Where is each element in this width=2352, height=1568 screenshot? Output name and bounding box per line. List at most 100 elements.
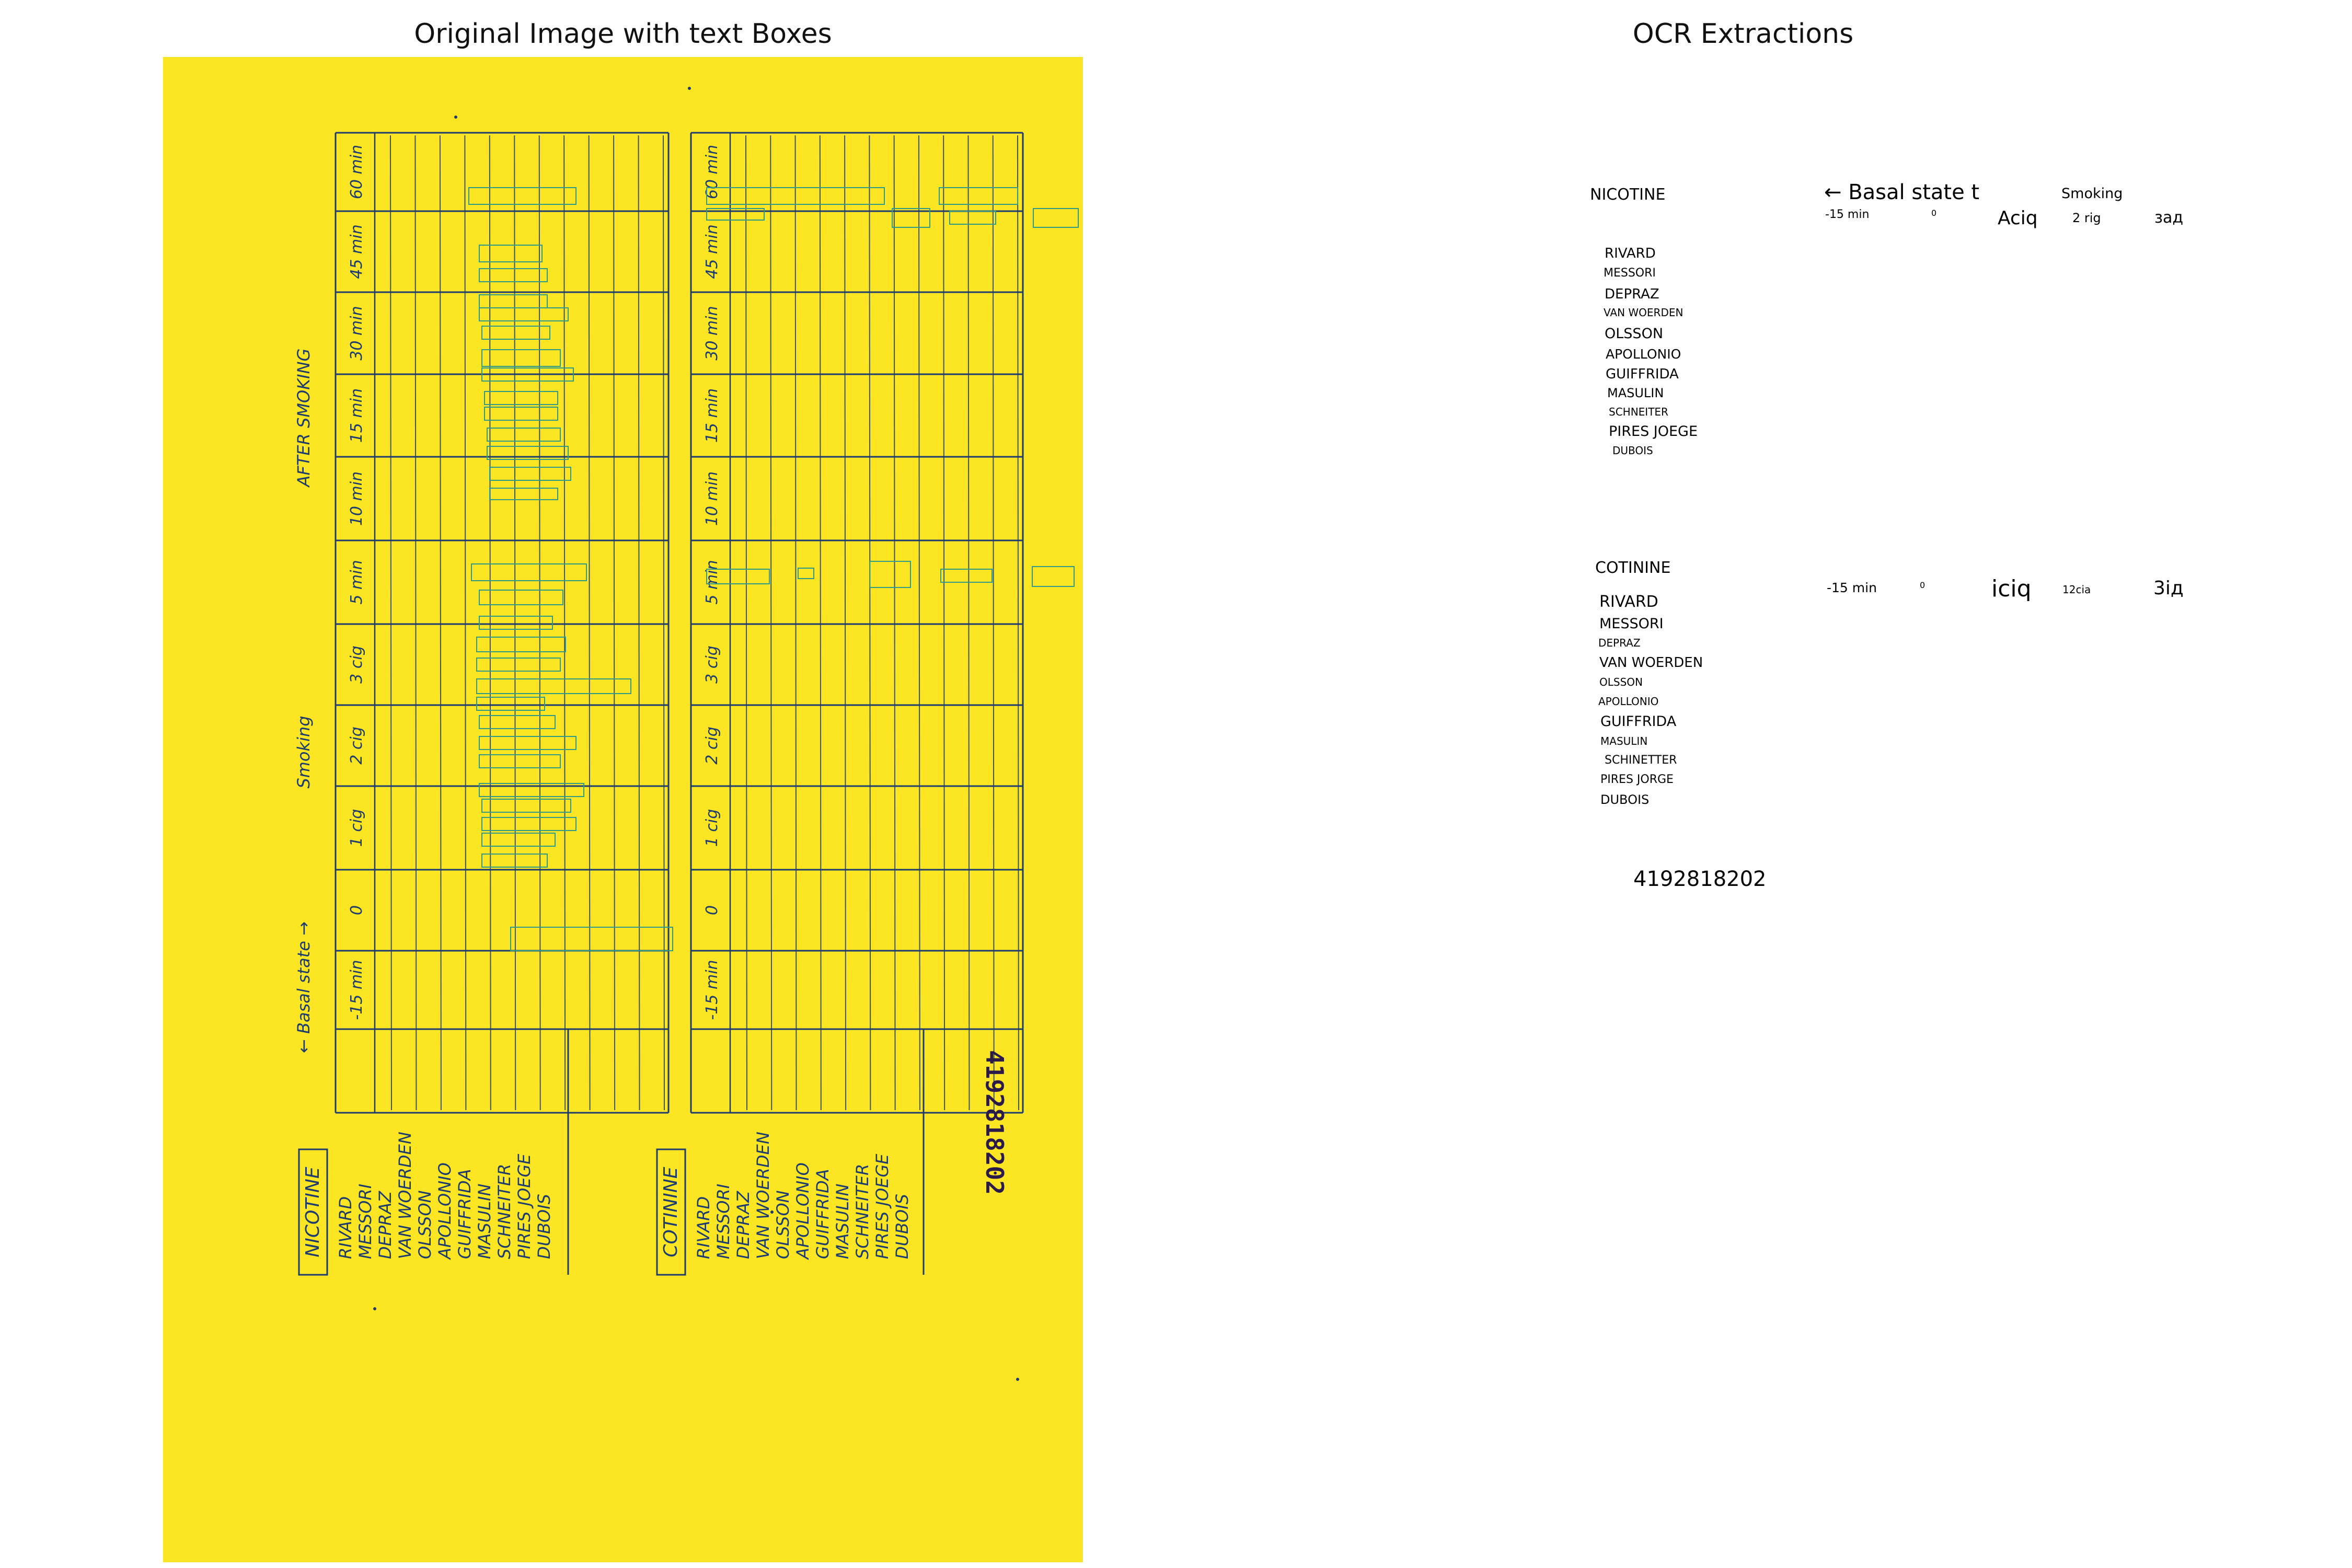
scan-speck xyxy=(688,87,691,90)
ocr-cotinine-name: SCHINETTER xyxy=(1605,754,1677,767)
ocr-cotinine-name: DEPRAZ xyxy=(1598,637,1641,649)
nicotine-subject-name: SCHNEITER xyxy=(494,1164,514,1259)
ocr-cotinine-name: RIVARD xyxy=(1599,593,1658,611)
ocr-nicotine-col-zad: зад xyxy=(2154,209,2184,227)
ocr-detection-box xyxy=(484,407,558,421)
nicotine-grid-column-line-9 xyxy=(613,135,616,1111)
ocr-detection-box xyxy=(489,467,571,481)
ocr-cotinine-name: APOLLONIO xyxy=(1598,695,1659,708)
nicotine-grid-column-line-6 xyxy=(538,135,541,1111)
ocr-cotinine-title: COTININE xyxy=(1595,559,1671,577)
nicotine-grid-column-line-5 xyxy=(514,135,516,1111)
cotinine-subject-name: MESSORI xyxy=(713,1184,733,1259)
ocr-detection-box xyxy=(476,697,545,711)
ocr-cotinine-name: MASULIN xyxy=(1600,735,1648,747)
nicotine-column-header: 60 min xyxy=(348,145,366,199)
ocr-detection-box xyxy=(510,927,673,951)
ocr-detection-box xyxy=(481,854,548,868)
nicotine-label-box xyxy=(298,1148,328,1276)
cotinine-grid-column-line-7 xyxy=(918,135,920,1111)
ocr-nicotine-col-zero: 0 xyxy=(1931,208,1937,218)
ocr-basal-state-header: ← Basal state t xyxy=(1824,180,1980,204)
right-panel-title: OCR Extractions xyxy=(1632,18,1854,50)
nicotine-column-header: 5 min xyxy=(348,560,366,604)
cotinine-column-header: 45 min xyxy=(703,224,721,279)
ocr-detection-box xyxy=(476,658,561,672)
nicotine-grid-column-line-11 xyxy=(663,135,665,1111)
ocr-detection-box xyxy=(1032,566,1075,587)
ocr-detection-box xyxy=(481,367,574,382)
nicotine-grid-column-line-2 xyxy=(439,135,442,1111)
cotinine-column-header: 0 xyxy=(703,905,721,915)
ocr-detection-box xyxy=(481,349,561,367)
cotinine-column-header: 10 min xyxy=(703,471,721,526)
cotinine-subject-name: SCHNEITER xyxy=(852,1164,872,1259)
cotinine-label-box xyxy=(656,1148,686,1276)
ocr-detection-box xyxy=(476,637,566,652)
nicotine-grid-column-line-4 xyxy=(489,135,491,1111)
ocr-smoking-header: Smoking xyxy=(2061,186,2123,202)
cotinine-grid-column-line-2 xyxy=(794,135,797,1111)
nicotine-subject-name: DUBOIS xyxy=(534,1194,554,1259)
nicotine-subject-name: DEPRAZ xyxy=(375,1191,395,1259)
cotinine-subject-name: DUBOIS xyxy=(892,1194,912,1259)
nicotine-subject-name: VAN WOERDEN xyxy=(395,1132,415,1259)
ocr-detection-box xyxy=(940,569,993,583)
scan-speck xyxy=(454,116,457,119)
nicotine-subject-name: PIRES JOEGE xyxy=(514,1154,534,1259)
cotinine-subject-name: DEPRAZ xyxy=(733,1191,753,1259)
ocr-detection-box xyxy=(479,783,584,797)
ocr-detection-box xyxy=(479,590,563,605)
ocr-document-number: 4192818202 xyxy=(1633,867,1767,891)
nicotine-subject-name: APOLLONIO xyxy=(435,1162,455,1260)
nicotine-column-header: 30 min xyxy=(348,306,366,360)
ocr-detection-box xyxy=(479,754,561,768)
cotinine-subject-name: VAN WOERDEN xyxy=(753,1132,773,1259)
ocr-nicotine-title: NICOTINE xyxy=(1590,186,1666,204)
scanned-document-image: 60 min 60 min 45 min 45 min 30 min 30 min 15 m… xyxy=(163,57,1083,1562)
scan-drawing: 60 min 60 min 45 min 45 min 30 min 30 min 15 m… xyxy=(294,87,1079,1381)
nicotine-subject-name: RIVARD xyxy=(336,1196,355,1259)
ocr-cotinine-name: DUBOIS xyxy=(1600,792,1650,807)
ocr-nicotine-name: OLSSON xyxy=(1605,326,1664,342)
ocr-detection-box xyxy=(479,616,553,630)
nicotine-grid-column-line-10 xyxy=(638,135,640,1111)
ocr-nicotine-col-minus15: -15 min xyxy=(1825,208,1870,221)
ocr-cotinine-col-3id: 3iд xyxy=(2153,578,2184,599)
nicotine-subject-name: OLSSON xyxy=(415,1190,435,1259)
nicotine-grid-column-line-8 xyxy=(588,135,591,1111)
cotinine-column-header: 3 cig xyxy=(703,645,721,684)
ocr-detection-box xyxy=(481,833,556,847)
cotinine-column-header: 60 min xyxy=(703,145,721,199)
ocr-cotinine-col-iciq: iciq xyxy=(1991,575,2032,602)
cotinine-column-header: 15 min xyxy=(703,388,721,443)
nicotine-column-header: 15 min xyxy=(348,388,366,443)
cotinine-subject-name: MASULIN xyxy=(833,1184,852,1260)
nicotine-column-header: 2 cig xyxy=(348,727,366,765)
ocr-detection-box xyxy=(468,187,577,205)
ocr-cotinine-name: PIRES JORGE xyxy=(1600,773,1674,786)
cotinine-grid-column-line-0 xyxy=(745,135,747,1111)
nicotine-subject-name: GUIFFRIDA xyxy=(455,1169,475,1259)
ocr-detection-box xyxy=(706,187,885,205)
ocr-detection-box xyxy=(479,268,548,282)
cotinine-grid-column-line-1 xyxy=(770,135,773,1111)
ocr-nicotine-name: RIVARD xyxy=(1605,246,1656,261)
ocr-nicotine-name: DEPRAZ xyxy=(1605,286,1659,302)
nicotine-column-header: 10 min xyxy=(348,471,366,526)
ocr-nicotine-name: MASULIN xyxy=(1607,386,1664,400)
ocr-detection-box xyxy=(484,391,558,405)
ocr-detection-box xyxy=(481,799,571,813)
nicotine-grid-column-line-0 xyxy=(390,135,392,1111)
ocr-nicotine-name: SCHNEITER xyxy=(1609,406,1668,418)
scan-speck xyxy=(1016,1378,1019,1381)
cotinine-column-header: -15 min xyxy=(703,960,721,1020)
cotinine-column-header: 1 cig xyxy=(703,809,721,847)
ocr-cotinine-name: GUIFFRIDA xyxy=(1600,713,1677,730)
after-smoking-label: AFTER SMOKING xyxy=(294,349,314,488)
nicotine-grid-column-line-1 xyxy=(414,135,417,1111)
ocr-detection-box xyxy=(487,428,561,442)
smoking-label: Smoking xyxy=(294,716,314,788)
cotinine-grid-column-line-8 xyxy=(943,135,946,1111)
nicotine-column-header: 1 cig xyxy=(348,809,366,847)
